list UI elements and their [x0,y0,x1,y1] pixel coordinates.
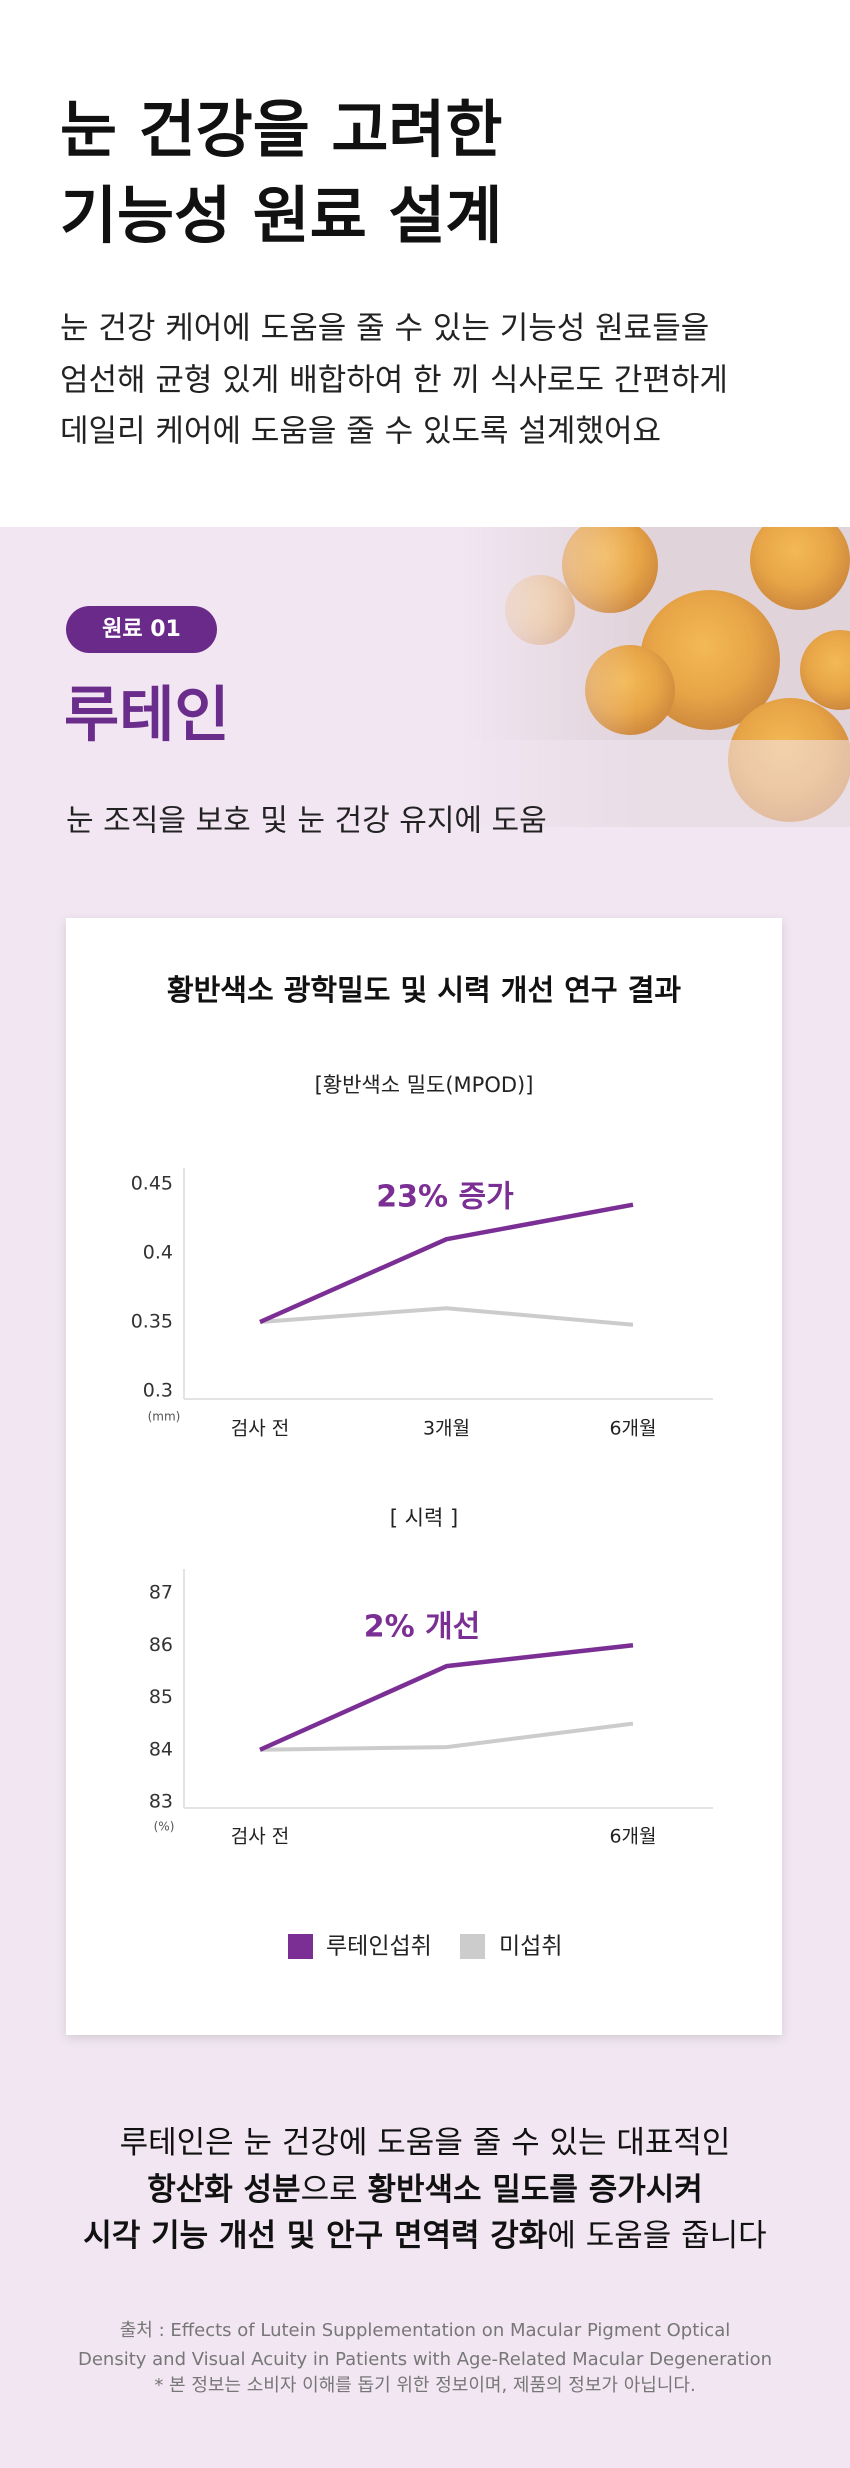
series-line [259,1306,634,1327]
series-line [259,1721,634,1752]
description: 눈 건강 케어에 도움을 줄 수 있는 기능성 원료들을 [60,311,709,347]
y-tick-label: 0.45 [131,1173,173,1195]
legend-label: 루테인섭취 [326,1934,432,1960]
x-tick-label: 6개월 [609,1418,656,1440]
chart-card [66,918,782,2035]
y-unit: (mm) [148,1410,181,1424]
title: 기능성 원료 설계 [60,179,502,252]
description: 엄선해 균형 있게 배합하여 한 끼 식사로도 간편하게 [60,363,728,399]
y-tick-label: 0.4 [143,1242,173,1264]
ingredient-name: 루테인 [64,681,230,751]
x-tick-label: 검사 전 [231,1418,289,1440]
footer-segment: 황반색소 밀도를 증가시켜 [368,2172,703,2208]
x-tick-label: 검사 전 [231,1826,289,1848]
flower-fade [440,740,850,840]
footer-segment: 에 도움을 줍니다 [547,2218,766,2254]
source: * 본 정보는 소비자 이해를 돕기 위한 정보이며, 제품의 정보가 아닙니다… [154,2375,695,2396]
legend-swatch [288,1934,313,1959]
y-tick-label: 86 [149,1634,173,1656]
footer-text: 항산화 성분으로 황반색소 밀도를 증가시켜 [147,2172,703,2208]
y-tick-label: 0.35 [131,1311,173,1333]
footer-segment: 시각 기능 개선 및 안구 면역력 강화 [83,2218,548,2254]
x-tick-label: 3개월 [423,1418,470,1440]
annotation: 2% 개선 [364,1610,481,1645]
footer-text: 루테인은 눈 건강에 도움을 줄 수 있는 대표적인 [120,2125,731,2161]
title: 눈 건강을 고려한 [60,93,502,166]
series-line [259,1643,634,1752]
y-unit: (%) [154,1820,175,1834]
y-tick-label: 0.3 [143,1380,173,1402]
x-tick-label: 6개월 [609,1826,656,1848]
chart-title: [황반색소 밀도(MPOD)] [315,1073,534,1097]
source: 출처 : Effects of Lutein Supplementation o… [120,2320,730,2341]
ingredient-summary: 눈 조직을 보호 및 눈 건강 유지에 도움 [66,804,547,839]
source: Density and Visual Acuity in Patients wi… [78,2349,772,2370]
footer-text: 시각 기능 개선 및 안구 면역력 강화에 도움을 줍니다 [83,2218,766,2254]
header-bg [0,0,850,527]
legend-label: 미섭취 [499,1934,562,1960]
y-tick-label: 84 [149,1738,173,1760]
card-title: 황반색소 광학밀도 및 시력 개선 연구 결과 [167,973,681,1007]
y-tick-label: 85 [149,1686,173,1708]
footer-segment: 항산화 성분 [147,2172,300,2208]
badge [66,606,217,653]
badge-text: 원료 01 [102,617,181,642]
footer-segment: 으로 [301,2172,368,2208]
series-line [259,1202,634,1325]
legend-swatch [460,1934,485,1959]
y-tick-label: 87 [149,1582,173,1604]
annotation: 23% 증가 [376,1180,514,1215]
footer-segment: 루테인은 눈 건강에 도움을 줄 수 있는 대표적인 [120,2125,731,2161]
chart-title: [ 시력 ] [390,1506,458,1530]
description: 데일리 케어에 도움을 줄 수 있도록 설계했어요 [60,414,661,450]
y-tick-label: 83 [149,1791,173,1813]
